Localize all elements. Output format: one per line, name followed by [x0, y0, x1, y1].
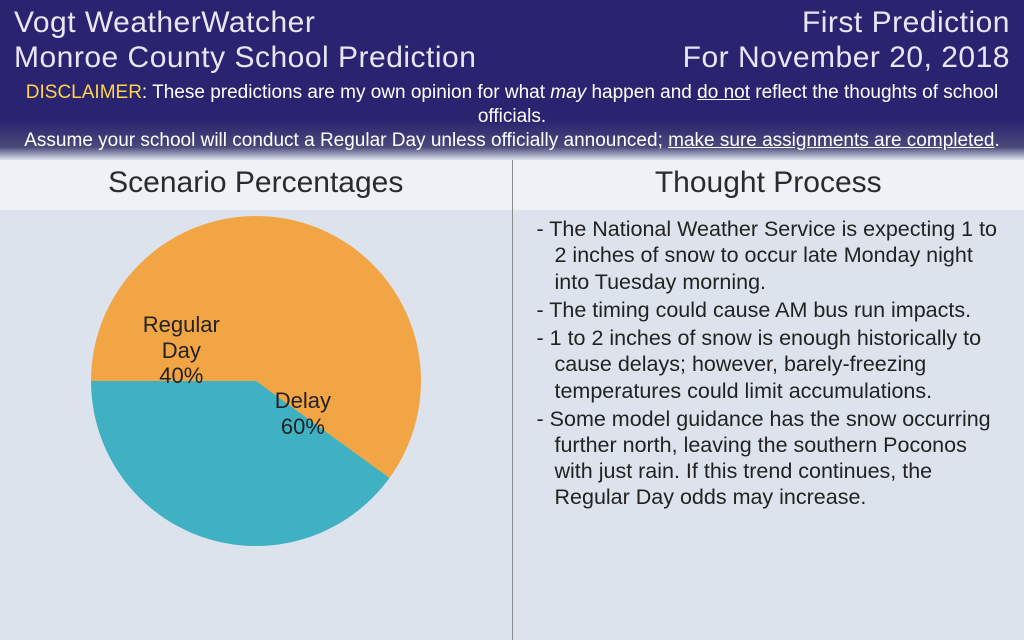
thought-item: The National Weather Service is expectin… [537, 216, 1005, 295]
thought-item: 1 to 2 inches of snow is enough historic… [537, 325, 1005, 404]
pie-label-regular-day: RegularDay40% [143, 312, 220, 388]
disclaimer-underline-2: make sure assignments are completed [668, 130, 994, 151]
left-title: Scenario Percentages [0, 160, 512, 210]
pie-label-delay: Delay60% [275, 388, 331, 439]
thought-list: The National Weather Service is expectin… [527, 210, 1011, 510]
header-edition: First Prediction [683, 6, 1010, 41]
disclaimer-italic: may [550, 82, 586, 103]
pie-chart-wrap: Delay60% RegularDay40% [14, 210, 498, 546]
header-left: Vogt WeatherWatcher Monroe County School… [14, 6, 476, 75]
pie-chart: Delay60% RegularDay40% [91, 216, 421, 546]
thought-item: The timing could cause AM bus run impact… [537, 297, 1005, 323]
header-right: First Prediction For November 20, 2018 [683, 6, 1010, 75]
section-titles-row: Scenario Percentages Thought Process [0, 160, 1024, 210]
header-band: Vogt WeatherWatcher Monroe County School… [0, 0, 1024, 160]
disclaimer-text-1: : These predictions are my own opinion f… [142, 82, 550, 103]
disclaimer-text-2: happen and [586, 82, 697, 103]
header-date: For November 20, 2018 [683, 41, 1010, 76]
header-subject: Monroe County School Prediction [14, 41, 476, 76]
right-title: Thought Process [513, 160, 1024, 210]
disclaimer-label: DISCLAIMER [26, 82, 142, 103]
disclaimer-line2-b: . [994, 130, 999, 151]
thought-item: Some model guidance has the snow occurri… [537, 406, 1005, 511]
header: Vogt WeatherWatcher Monroe County School… [0, 0, 1024, 77]
disclaimer-underline-1: do not [697, 82, 750, 103]
disclaimer: DISCLAIMER: These predictions are my own… [0, 77, 1024, 160]
header-brand: Vogt WeatherWatcher [14, 6, 476, 41]
disclaimer-line2-a: Assume your school will conduct a Regula… [24, 130, 668, 151]
